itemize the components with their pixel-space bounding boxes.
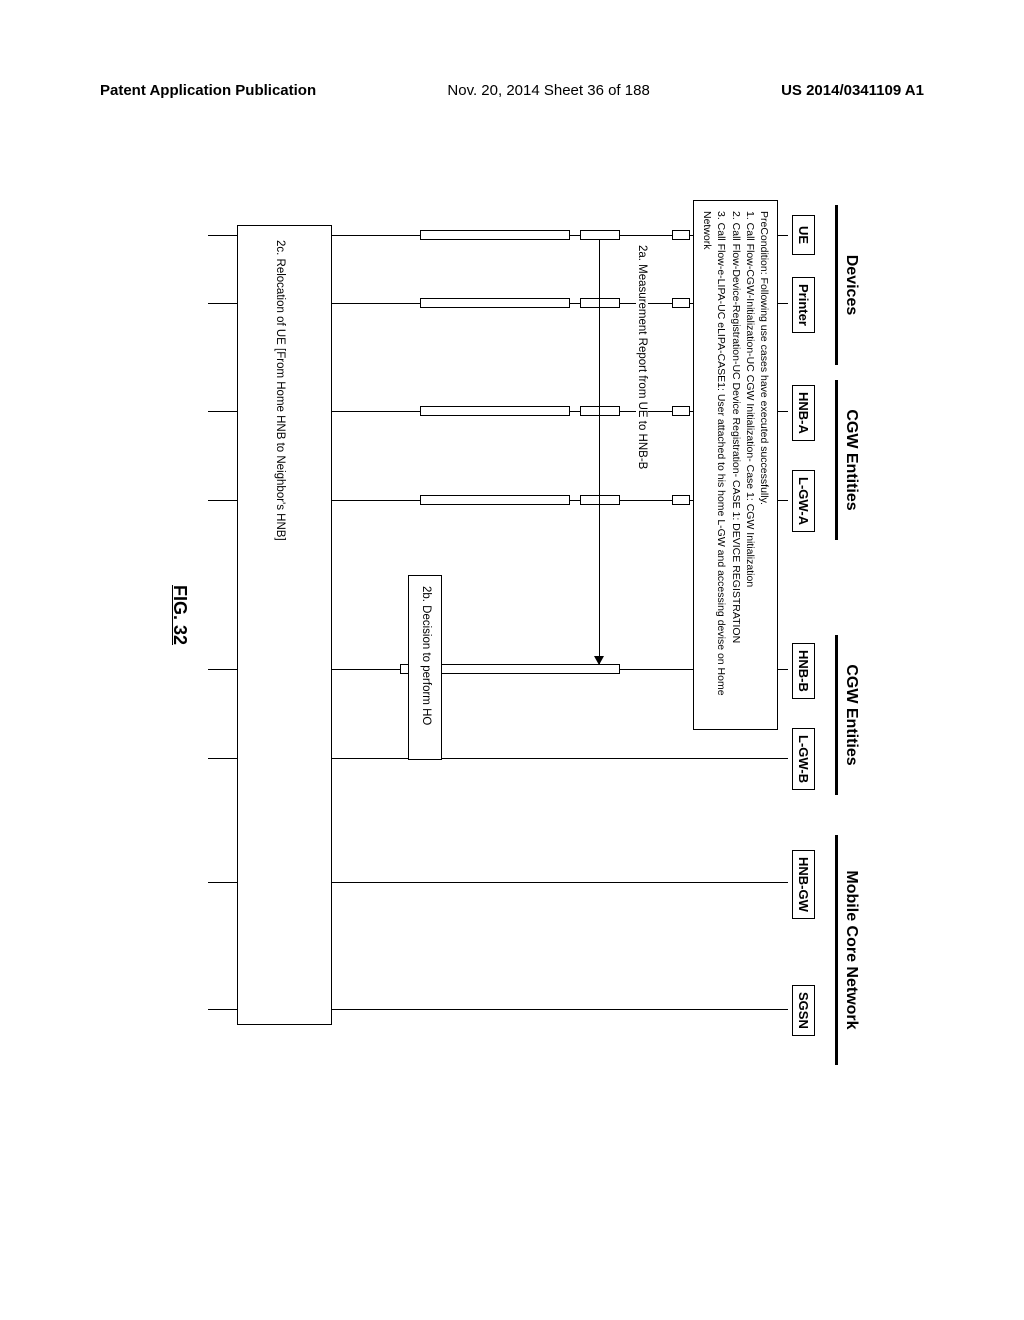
activation-lgw-a-1	[672, 495, 690, 505]
msg-2a-label: 2a. Measurement Report from UE to HNB-B	[636, 245, 648, 469]
activation-ue-3	[420, 230, 570, 240]
arrow-2a	[599, 240, 600, 664]
group-cgw-a: CGW Entities	[835, 380, 860, 540]
msg-2c-label: 2c. Relocation of UE [From Home HNB to N…	[274, 240, 286, 541]
activation-lgw-a-3	[420, 495, 570, 505]
header-center: Nov. 20, 2014 Sheet 36 of 188	[447, 82, 649, 99]
actor-hnb-b: HNB-B	[792, 643, 815, 699]
activation-lgw-a-2	[580, 495, 620, 505]
activation-printer-2	[580, 298, 620, 308]
actor-sgsn: SGSN	[792, 985, 815, 1036]
header-left: Patent Application Publication	[100, 82, 316, 99]
activation-hnb-a-2	[580, 406, 620, 416]
actor-hnb-gw: HNB-GW	[792, 850, 815, 919]
group-core: Mobile Core Network	[835, 835, 860, 1065]
decision-box-2b: 2b. Decision to perform HO	[408, 575, 442, 760]
group-devices: Devices	[835, 205, 860, 365]
group-cgw-b: CGW Entities	[835, 635, 860, 795]
header-right: US 2014/0341109 A1	[781, 82, 924, 99]
figure-caption: FIG. 32	[169, 585, 190, 645]
actor-ue: UE	[792, 215, 815, 255]
sequence-diagram: Devices CGW Entities CGW Entities Mobile…	[50, 275, 950, 995]
activation-hnb-a-1	[672, 406, 690, 416]
activation-ue-1	[672, 230, 690, 240]
activation-printer-3	[420, 298, 570, 308]
precondition-box: PreCondition: Following use cases have e…	[693, 200, 778, 730]
actor-printer: Printer	[792, 277, 815, 333]
activation-printer-1	[672, 298, 690, 308]
activation-hnb-a-3	[420, 406, 570, 416]
actor-lgw-b: L-GW-B	[792, 728, 815, 790]
actor-hnb-a: HNB-A	[792, 385, 815, 441]
activation-ue-2	[580, 230, 620, 240]
page-header: Patent Application Publication Nov. 20, …	[0, 82, 1024, 99]
actor-lgw-a: L-GW-A	[792, 470, 815, 532]
